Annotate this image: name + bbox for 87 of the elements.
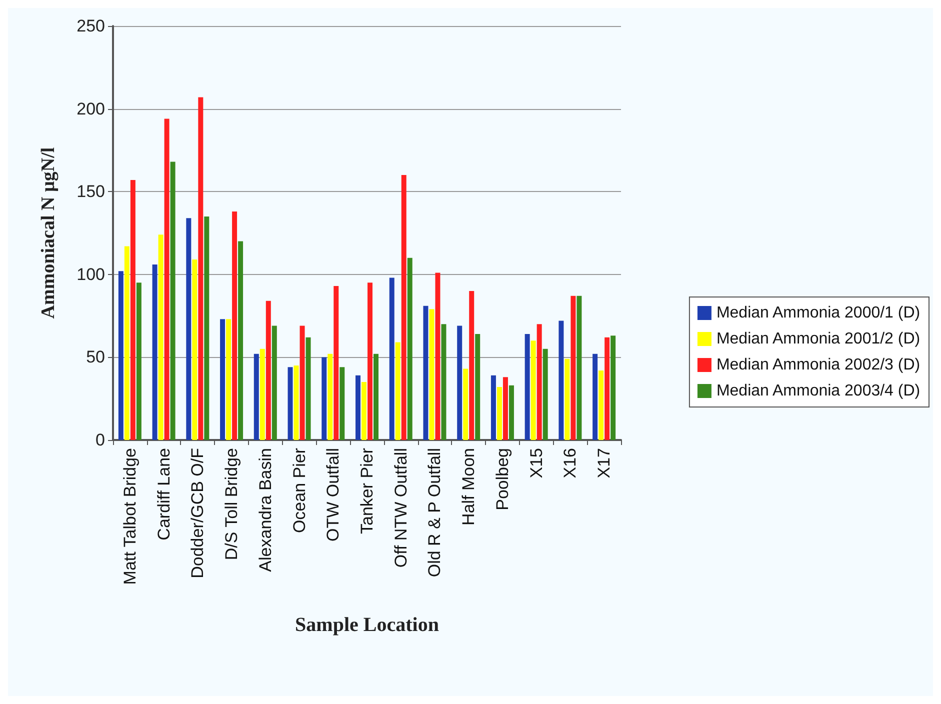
bar [463,368,468,440]
bar [118,271,124,440]
bar [524,334,530,440]
bar [475,334,480,440]
legend-label: Median Ammonia 2002/3 (D) [716,356,920,374]
bar [266,300,271,440]
bar [220,319,226,440]
bar [395,342,400,440]
bar [362,382,366,440]
bar [170,162,176,440]
bar [300,326,305,440]
bar [435,272,440,440]
x-tick-label: Ocean Pier [290,448,309,534]
bar [340,367,345,440]
bar [158,234,164,440]
x-tick-label: Dodder/GCB O/F [188,448,208,578]
bar [254,354,259,440]
bar [152,264,158,440]
bar [192,259,198,440]
bar [457,326,462,440]
bar [542,348,548,440]
y-tick-label: 100 [76,264,105,284]
x-tick-label: X15 [526,448,546,478]
bar [389,278,394,440]
y-tick-label: 150 [76,182,105,202]
bar [469,290,474,440]
legend-label: Median Ammonia 2003/4 (D) [716,382,920,400]
bar [238,241,244,440]
x-tick-label: OTW Outfall [324,448,343,542]
bar [429,309,434,440]
bar [407,258,412,440]
bar [164,118,170,440]
bar [496,387,502,440]
x-tick-label: Cardiff Lane [154,448,174,540]
bar [328,354,333,440]
bar [502,377,508,440]
bar [130,180,136,440]
bar [136,282,142,440]
bar [288,367,293,440]
bar [334,286,339,440]
y-tick-label: 50 [86,348,105,367]
bar [260,348,265,440]
bar [508,385,514,440]
y-tick-label: 200 [76,99,105,118]
bar [490,375,496,440]
bar [294,365,299,440]
x-tick-label: Half Moon [459,448,478,526]
bar [401,175,406,440]
bar [374,354,378,440]
legend-label: Median Ammonia 2000/1 (D) [716,304,920,322]
x-axis-title: Sample Location [295,614,439,636]
bar [441,324,446,440]
bar [232,211,238,440]
y-tick-label: 250 [76,16,105,36]
bar [570,296,576,440]
bar [186,218,192,440]
x-tick-label: Poolbeg [492,448,512,510]
x-tick-label: Off NTW Outfall [391,448,410,568]
bar [272,326,277,440]
x-tick-label: Old R & P Outfall [425,448,444,578]
bar [423,306,428,440]
bar [306,337,311,440]
bar [610,336,616,440]
bar [598,370,604,440]
bar [204,216,210,440]
bar [564,358,570,440]
bar [124,246,130,440]
x-tick-label: Matt Talbot Bridge [120,448,140,585]
bar [604,337,610,440]
bar [322,357,327,440]
bar [226,319,232,440]
bar [576,296,582,440]
x-tick-label: Alexandra Basin [256,448,275,572]
bar [592,354,598,440]
x-tick-label: X16 [560,448,580,478]
legend-label: Median Ammonia 2001/2 (D) [716,330,920,348]
y-tick-label: 0 [96,430,105,450]
x-tick-label: D/S Toll Bridge [222,448,242,560]
bar [558,320,564,440]
bar [198,97,204,440]
bar [356,375,360,440]
x-tick-label: Tanker Pier [358,448,376,534]
x-tick-label: X17 [594,448,614,478]
bar [536,324,542,440]
bar [530,340,536,440]
y-axis-title: Ammoniacal N µgN/l [38,147,59,319]
bar [368,282,372,440]
